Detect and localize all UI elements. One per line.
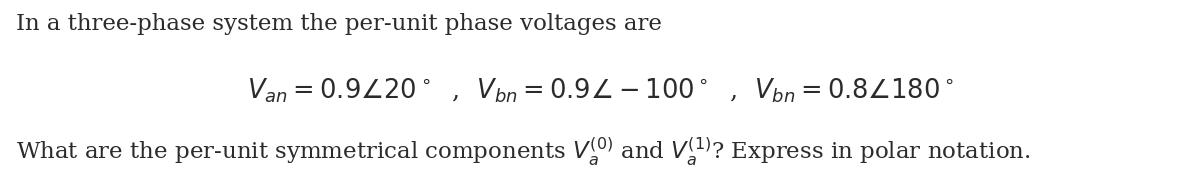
Text: What are the per-unit symmetrical components $V_a^{(0)}$ and $V_a^{(1)}$? Expres: What are the per-unit symmetrical compon… [16, 136, 1031, 168]
Text: In a three-phase system the per-unit phase voltages are: In a three-phase system the per-unit pha… [16, 13, 661, 35]
Text: $V_{an} = 0.9\angle 20^\circ$  ,  $V_{bn} = 0.9\angle -100^\circ$  ,  $V_{bn} = : $V_{an} = 0.9\angle 20^\circ$ , $V_{bn} … [246, 77, 954, 105]
